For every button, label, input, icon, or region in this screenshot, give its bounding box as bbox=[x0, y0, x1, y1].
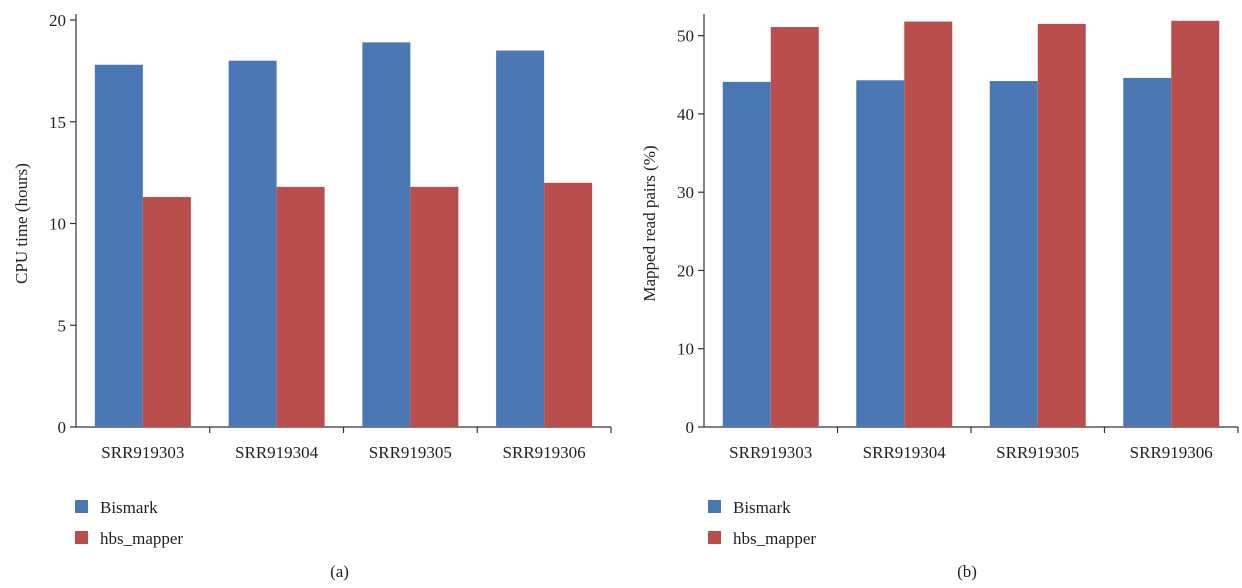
y-tick-label: 40 bbox=[677, 105, 694, 124]
legend-swatch-hbs-mapper bbox=[708, 531, 721, 544]
y-tick-label: 30 bbox=[677, 183, 694, 202]
x-tick-label: SRR919306 bbox=[503, 443, 586, 462]
bar-hbs-mapper-srr919303 bbox=[770, 27, 819, 428]
bar-hbs-mapper-srr919306 bbox=[1171, 20, 1220, 428]
bar-hbs-mapper-srr919304 bbox=[276, 186, 325, 427]
bar-bismark-srr919303 bbox=[94, 64, 143, 428]
y-axis-label: Mapped read pairs (%) bbox=[640, 145, 659, 301]
x-tick-label: SRR919305 bbox=[996, 443, 1079, 462]
legend-label: hbs_mapper bbox=[733, 529, 816, 548]
bar-hbs-mapper-srr919304 bbox=[904, 21, 953, 428]
legend-swatch-bismark bbox=[75, 500, 88, 513]
legend: Bismark hbs_mapper bbox=[708, 498, 816, 548]
y-tick-label: 15 bbox=[49, 113, 66, 132]
panel-label: (a) bbox=[330, 562, 349, 581]
chart-panel-a: 0 5 10 15 20 CPU time (hours) SRR919303 SRR9193… bbox=[12, 11, 612, 581]
bar-bismark-srr919303 bbox=[722, 81, 771, 427]
y-tick-label: 0 bbox=[686, 418, 695, 437]
x-tick-label: SRR919305 bbox=[369, 443, 452, 462]
x-tick-label: SRR919304 bbox=[235, 443, 319, 462]
legend-label: Bismark bbox=[100, 498, 158, 517]
bar-bismark-srr919306 bbox=[496, 50, 545, 428]
x-tick-label: SRR919303 bbox=[101, 443, 184, 462]
bar-bismark-srr919304 bbox=[856, 80, 905, 428]
legend-label: hbs_mapper bbox=[100, 529, 183, 548]
bar-hbs-mapper-srr919305 bbox=[1037, 23, 1086, 428]
bar-bismark-srr919306 bbox=[1123, 77, 1172, 428]
x-tick-label: SRR919304 bbox=[863, 443, 947, 462]
legend-label: Bismark bbox=[733, 498, 791, 517]
chart-panel-b: 0 10 20 30 40 50 Mapped read pairs (%) SRR91930… bbox=[640, 14, 1239, 581]
legend-swatch-hbs-mapper bbox=[75, 531, 88, 544]
legend: Bismark hbs_mapper bbox=[75, 498, 183, 548]
bar-bismark-srr919305 bbox=[362, 42, 411, 427]
y-tick-label: 50 bbox=[677, 27, 694, 46]
y-tick-label: 10 bbox=[49, 215, 66, 234]
y-tick-label: 20 bbox=[49, 11, 66, 30]
bar-hbs-mapper-srr919303 bbox=[142, 197, 191, 427]
y-tick-label: 20 bbox=[677, 261, 694, 280]
bar-bismark-srr919305 bbox=[989, 81, 1038, 428]
bar-bismark-srr919304 bbox=[228, 60, 277, 427]
bar-hbs-mapper-srr919306 bbox=[544, 182, 593, 427]
panel-label: (b) bbox=[957, 562, 977, 581]
x-tick-label: SRR919306 bbox=[1130, 443, 1213, 462]
x-tick-label: SRR919303 bbox=[729, 443, 812, 462]
y-tick-label: 0 bbox=[58, 418, 67, 437]
bar-hbs-mapper-srr919305 bbox=[410, 186, 459, 427]
y-tick-label: 10 bbox=[677, 340, 694, 359]
legend-swatch-bismark bbox=[708, 500, 721, 513]
y-tick-label: 5 bbox=[58, 316, 67, 335]
y-axis-label: CPU time (hours) bbox=[12, 163, 31, 284]
